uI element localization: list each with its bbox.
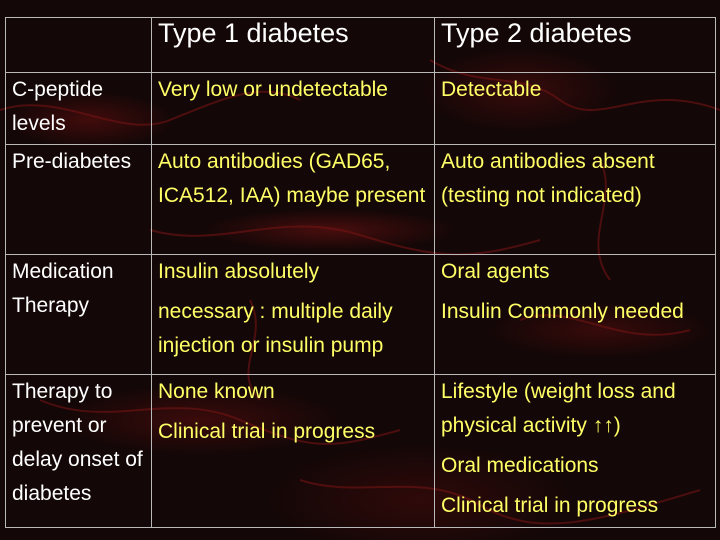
type1-cell: Insulin absolutely necessary : multiple …: [151, 254, 435, 375]
header-row: Type 1 diabetes Type 2 diabetes: [5, 17, 716, 73]
cell-text: Clinical trial in progress: [158, 420, 376, 443]
cell-text: Lifestyle (weight loss and physical acti…: [441, 380, 676, 437]
table-row: Medication Therapy Insulin absolutely ne…: [5, 254, 716, 375]
header-type1: Type 1 diabetes: [151, 17, 435, 73]
cell-text: None known: [158, 380, 275, 403]
row-label: Medication Therapy: [5, 254, 152, 375]
type1-cell: Auto antibodies (GAD65, ICA512, IAA) may…: [151, 144, 435, 255]
table-row: Pre-diabetes Auto antibodies (GAD65, ICA…: [5, 144, 716, 255]
comparison-table: Type 1 diabetes Type 2 diabetes C-peptid…: [5, 17, 716, 528]
cell-text: Auto antibodies (GAD65, ICA512, IAA) may…: [158, 150, 426, 207]
row-label: Pre-diabetes: [5, 144, 152, 255]
type2-cell: Auto antibodies absent (testing not indi…: [434, 144, 716, 255]
cell-text: Oral agents: [441, 260, 550, 283]
type1-cell: Very low or undetectable: [151, 72, 435, 145]
header-empty-cell: [5, 17, 152, 73]
type1-cell: None known Clinical trial in progress: [151, 374, 435, 528]
table-row: Therapy to prevent or delay onset of dia…: [5, 374, 716, 528]
header-type2: Type 2 diabetes: [434, 17, 716, 73]
cell-text: Very low or undetectable: [158, 78, 388, 101]
table-row: C-peptide levels Very low or undetectabl…: [5, 72, 716, 145]
type2-cell: Detectable: [434, 72, 716, 145]
cell-text: Oral medications: [441, 454, 599, 477]
row-label: Therapy to prevent or delay onset of dia…: [5, 374, 152, 528]
type2-cell: Lifestyle (weight loss and physical acti…: [434, 374, 716, 528]
row-label: C-peptide levels: [5, 72, 152, 145]
cell-text: Detectable: [441, 78, 542, 101]
cell-text: Clinical trial in progress: [441, 494, 659, 517]
cell-text: necessary : multiple daily injection or …: [158, 300, 393, 357]
cell-text: Auto antibodies absent (testing not indi…: [441, 150, 655, 207]
type2-cell: Oral agents Insulin Commonly needed: [434, 254, 716, 375]
cell-text: Insulin Commonly needed: [441, 300, 684, 323]
cell-text: Insulin absolutely: [158, 260, 320, 283]
